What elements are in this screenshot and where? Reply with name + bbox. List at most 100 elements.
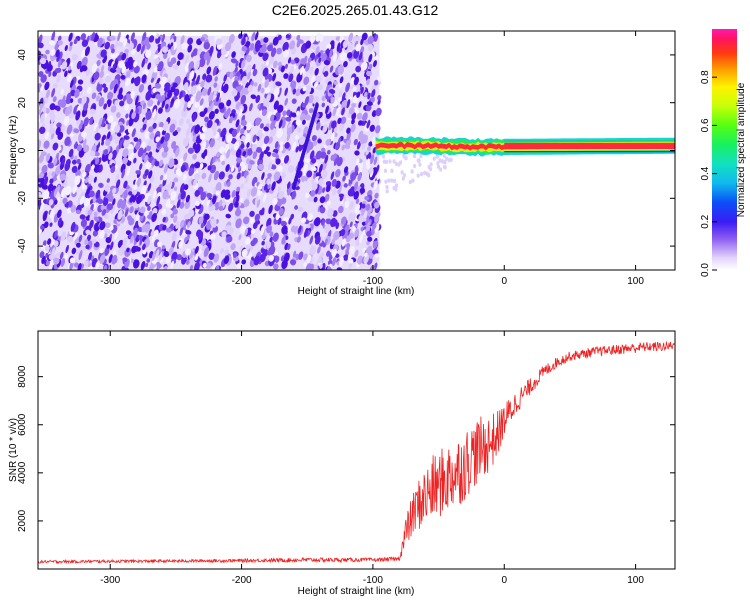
noise-speckle	[327, 208, 334, 218]
noise-speckle	[99, 221, 106, 231]
noise-speckle	[117, 93, 124, 100]
noise-speckle	[190, 51, 195, 58]
noise-speckle	[304, 85, 312, 95]
noise-speckle	[325, 105, 329, 115]
noise-speckle	[213, 100, 220, 106]
noise-speckle	[301, 102, 307, 108]
noise-speckle	[355, 43, 362, 52]
noise-speckle	[410, 169, 414, 174]
noise-speckle	[253, 255, 260, 266]
heatmap-cells	[38, 31, 675, 270]
noise-speckle	[126, 97, 133, 105]
noise-speckle	[215, 265, 220, 270]
noise-speckle	[202, 162, 208, 168]
noise-speckle	[60, 187, 66, 198]
noise-speckle	[54, 230, 58, 239]
noise-speckle	[54, 240, 59, 247]
noise-speckle	[159, 159, 164, 167]
noise-speckle	[146, 258, 151, 263]
noise-speckle	[51, 88, 56, 98]
noise-speckle	[347, 251, 352, 261]
noise-speckle	[292, 88, 297, 95]
noise-speckle	[195, 60, 200, 70]
noise-speckle	[252, 134, 257, 143]
noise-speckle	[305, 40, 312, 49]
noise-speckle	[356, 112, 363, 120]
noise-speckle	[179, 91, 183, 100]
noise-speckle	[276, 201, 282, 207]
noise-speckle	[179, 219, 185, 229]
noise-speckle	[225, 224, 232, 232]
noise-speckle	[211, 122, 218, 132]
noise-speckle	[255, 117, 262, 123]
noise-speckle	[152, 87, 157, 93]
noise-speckle	[44, 81, 50, 91]
noise-speckle	[369, 154, 375, 165]
noise-speckle	[272, 197, 278, 205]
noise-speckle	[81, 95, 87, 106]
noise-speckle	[106, 131, 111, 139]
noise-speckle	[51, 171, 56, 177]
noise-speckle	[307, 94, 314, 104]
noise-speckle	[203, 107, 208, 115]
noise-speckle	[143, 180, 147, 187]
noise-speckle	[375, 125, 381, 134]
noise-speckle	[107, 91, 114, 101]
noise-speckle	[254, 31, 259, 41]
noise-speckle	[356, 141, 361, 150]
noise-speckle	[436, 164, 441, 169]
x-tick-label: -200	[232, 575, 252, 586]
noise-speckle	[147, 62, 152, 70]
noise-speckle	[358, 120, 363, 126]
noise-speckle	[281, 225, 288, 235]
noise-speckle	[218, 199, 223, 208]
noise-speckle	[309, 66, 314, 75]
noise-speckle	[138, 83, 145, 93]
noise-speckle	[39, 251, 45, 259]
noise-speckle	[310, 166, 317, 172]
noise-speckle	[281, 236, 286, 245]
noise-speckle	[162, 224, 167, 231]
noise-speckle	[173, 177, 179, 183]
noise-speckle	[371, 110, 377, 118]
noise-speckle	[213, 82, 218, 88]
noise-speckle	[170, 85, 176, 93]
noise-speckle	[142, 69, 150, 76]
noise-speckle	[366, 119, 371, 129]
noise-speckle	[155, 263, 162, 269]
noise-speckle	[99, 254, 104, 264]
noise-speckle	[322, 187, 326, 194]
noise-speckle	[356, 91, 361, 98]
noise-speckle	[49, 103, 56, 111]
noise-speckle	[42, 240, 47, 247]
noise-speckle	[248, 78, 252, 87]
noise-speckle	[304, 96, 310, 106]
noise-speckle	[352, 35, 358, 44]
noise-speckle	[146, 145, 152, 152]
noise-speckle	[150, 77, 155, 83]
noise-speckle	[103, 149, 109, 156]
noise-speckle	[241, 135, 246, 141]
y-tick-label: 4000	[17, 461, 28, 484]
noise-speckle	[176, 127, 181, 133]
noise-speckle	[80, 219, 87, 228]
noise-speckle	[92, 230, 99, 237]
noise-speckle	[144, 57, 149, 64]
noise-speckle	[170, 191, 177, 201]
noise-speckle	[349, 200, 354, 210]
noise-speckle	[187, 147, 194, 154]
noise-speckle	[374, 253, 380, 258]
noise-speckle	[302, 119, 306, 125]
noise-speckle	[249, 244, 254, 251]
noise-speckle	[144, 194, 148, 199]
noise-speckle	[169, 123, 176, 133]
noise-speckle	[382, 159, 386, 164]
noise-speckle	[241, 37, 246, 46]
colorbar-tick-label: 0.0	[700, 263, 711, 277]
y-tick-label: 0	[17, 147, 28, 153]
noise-speckle	[91, 92, 97, 100]
noise-speckle	[281, 172, 286, 180]
noise-speckle	[98, 97, 105, 107]
noise-speckle	[390, 168, 394, 173]
noise-speckle	[351, 102, 357, 108]
